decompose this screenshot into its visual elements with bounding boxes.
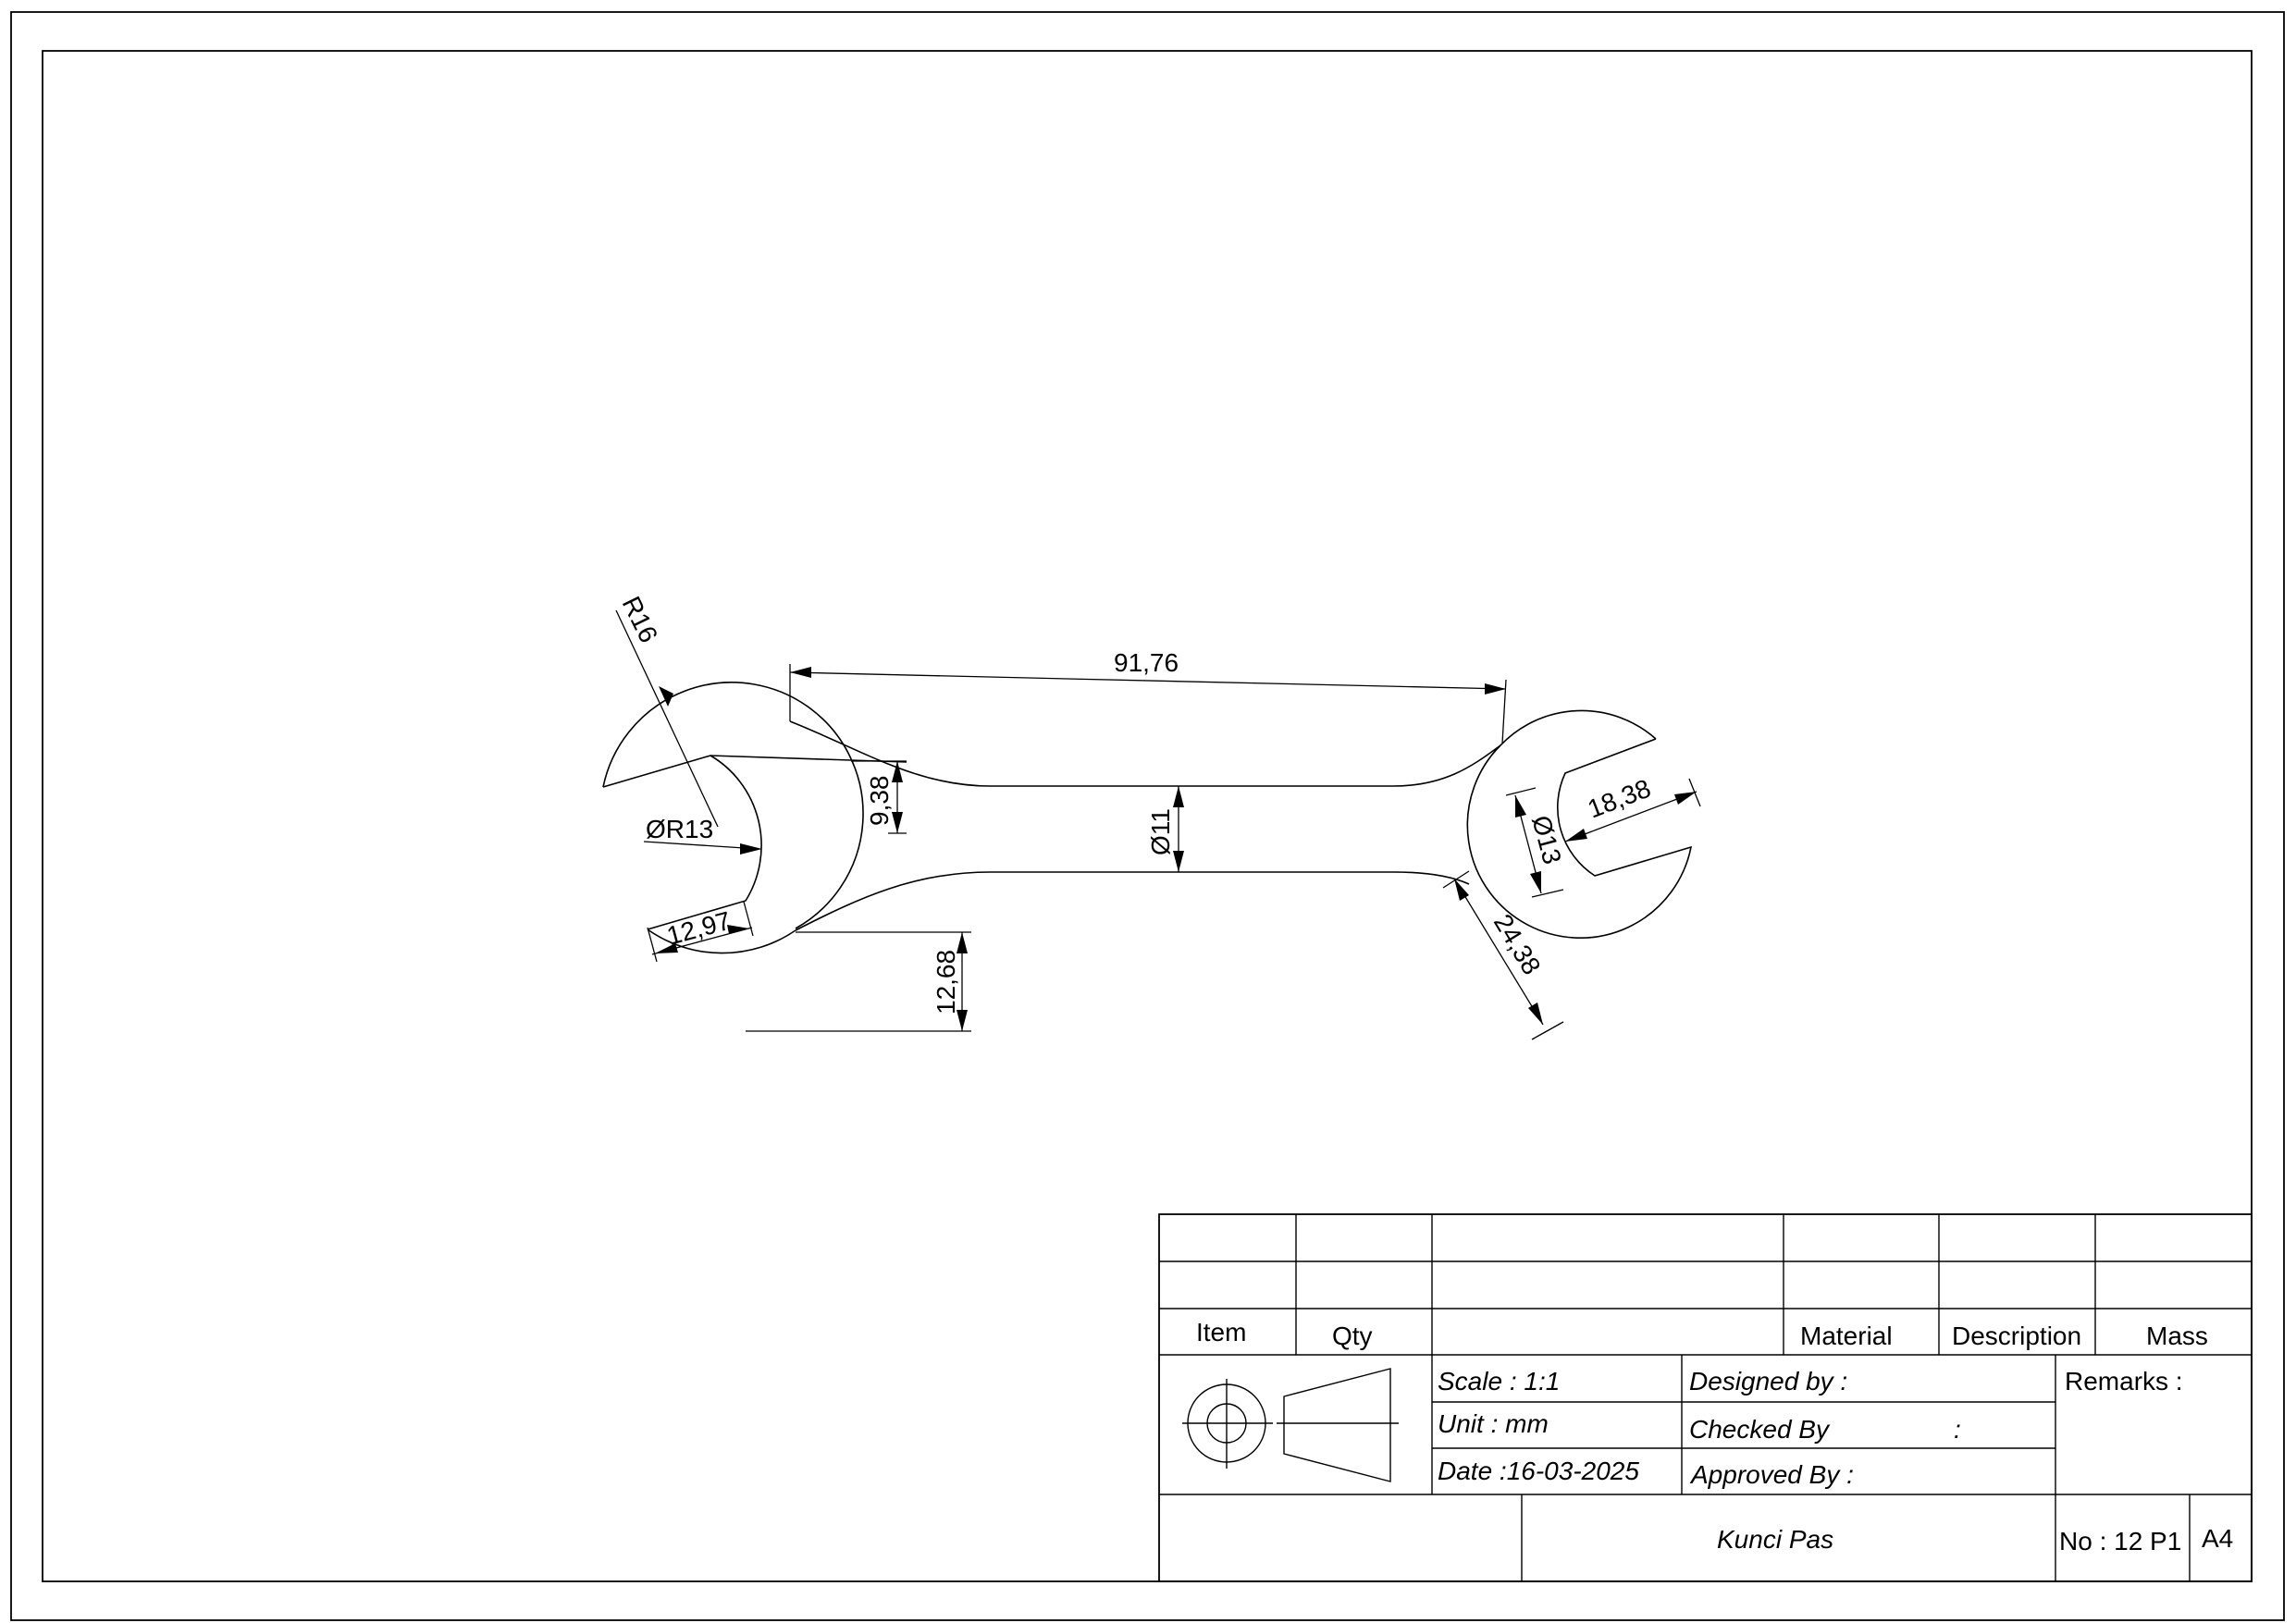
title-block: Item Qty Material Description Mass Scale… (1158, 1213, 2253, 1582)
d13-arrow-bottom (1530, 871, 1541, 893)
wrench-drawing (602, 682, 1693, 954)
d13-ext-top (1505, 787, 1537, 796)
d1838-arrow-b (1674, 792, 1697, 805)
d1268-arrow-bottom (957, 1010, 968, 1031)
d2438-ext-b (1531, 1021, 1564, 1040)
title-block-frame (1158, 1213, 2253, 1582)
header-mass: Mass (2146, 1322, 2208, 1350)
d1838-arrow-a (1565, 829, 1587, 842)
d2438-label: 24,38 (1488, 909, 1547, 979)
checked-by-text: Checked By (1689, 1415, 1831, 1444)
d9176-arrow-left (790, 667, 811, 678)
d9176-label: 91,76 (1114, 648, 1179, 677)
d1268-arrow-top (957, 932, 968, 953)
d2438-ext-a (1442, 870, 1470, 889)
d9176-ext-right (1501, 679, 1507, 744)
unit-text: Unit : mm (1438, 1409, 1549, 1438)
d1297-arrow-a (655, 943, 678, 953)
header-description: Description (1952, 1322, 2081, 1350)
header-qty: Qty (1332, 1322, 1373, 1350)
dimensions: R16 ØR13 12,97 9,38 91,76 Ø11 (615, 592, 1701, 1040)
d1297-ext-a (647, 927, 658, 963)
inner-border (42, 50, 2253, 1582)
header-item: Item (1196, 1318, 1246, 1346)
left-head-outer-arc (602, 682, 864, 929)
d938-label: 9,38 (865, 776, 894, 827)
d1838-line (1564, 791, 1697, 842)
d2438-arrow-b (1528, 1002, 1543, 1025)
r16-label: R16 (617, 592, 663, 647)
right-head-jaw (1466, 738, 1693, 939)
d1297-label: 12,97 (664, 906, 734, 951)
checked-by-colon: : (1954, 1415, 1961, 1444)
d9176-arrow-right (1485, 683, 1506, 695)
d1297-arrow-b (727, 925, 749, 934)
d13-arrow-top (1515, 795, 1526, 818)
left-head-jaw (602, 755, 907, 788)
d9176-line (789, 671, 1507, 690)
r13-label: ØR13 (646, 815, 713, 843)
r13-leader (643, 841, 759, 850)
drawing-number: No : 12 P1 (2059, 1527, 2181, 1555)
r13-arrow (740, 843, 762, 855)
d938-arrow-bottom (892, 812, 903, 833)
projection-symbol (1182, 1368, 1399, 1482)
d2438-line (1453, 878, 1544, 1026)
d1268-label: 12,68 (932, 950, 960, 1014)
shank-upper-edge (789, 720, 1501, 787)
left-head-inner-arc (647, 755, 762, 930)
r16-leader (615, 609, 719, 828)
d938-arrow-top (892, 761, 903, 782)
date-text: Date :16-03-2025 (1438, 1457, 1639, 1485)
d13-ext-bottom (1531, 889, 1564, 898)
d1297-ext-b (743, 901, 754, 937)
d11-label: Ø11 (1146, 808, 1175, 855)
d1838-label: 18,38 (1584, 774, 1655, 824)
designed-by-text: Designed by : (1689, 1367, 1847, 1396)
shank-lower-edge (795, 871, 1470, 931)
right-head-outer-arc (1500, 709, 1657, 746)
header-material: Material (1800, 1322, 1893, 1350)
d2438-arrow-a (1454, 879, 1469, 901)
r16-arrow (659, 686, 673, 707)
remarks-text: Remarks : (2065, 1367, 2183, 1396)
outer-border (10, 11, 2285, 1621)
scale-text: Scale : 1:1 (1438, 1367, 1560, 1396)
left-head-lower-arc (647, 928, 796, 954)
d11-arrow-bottom (1173, 851, 1184, 872)
drawing-title: Kunci Pas (1717, 1525, 1833, 1554)
d11-arrow-top (1173, 786, 1184, 807)
approved-by-text: Approved By : (1689, 1460, 1854, 1489)
sheet-size: A4 (2202, 1524, 2233, 1553)
